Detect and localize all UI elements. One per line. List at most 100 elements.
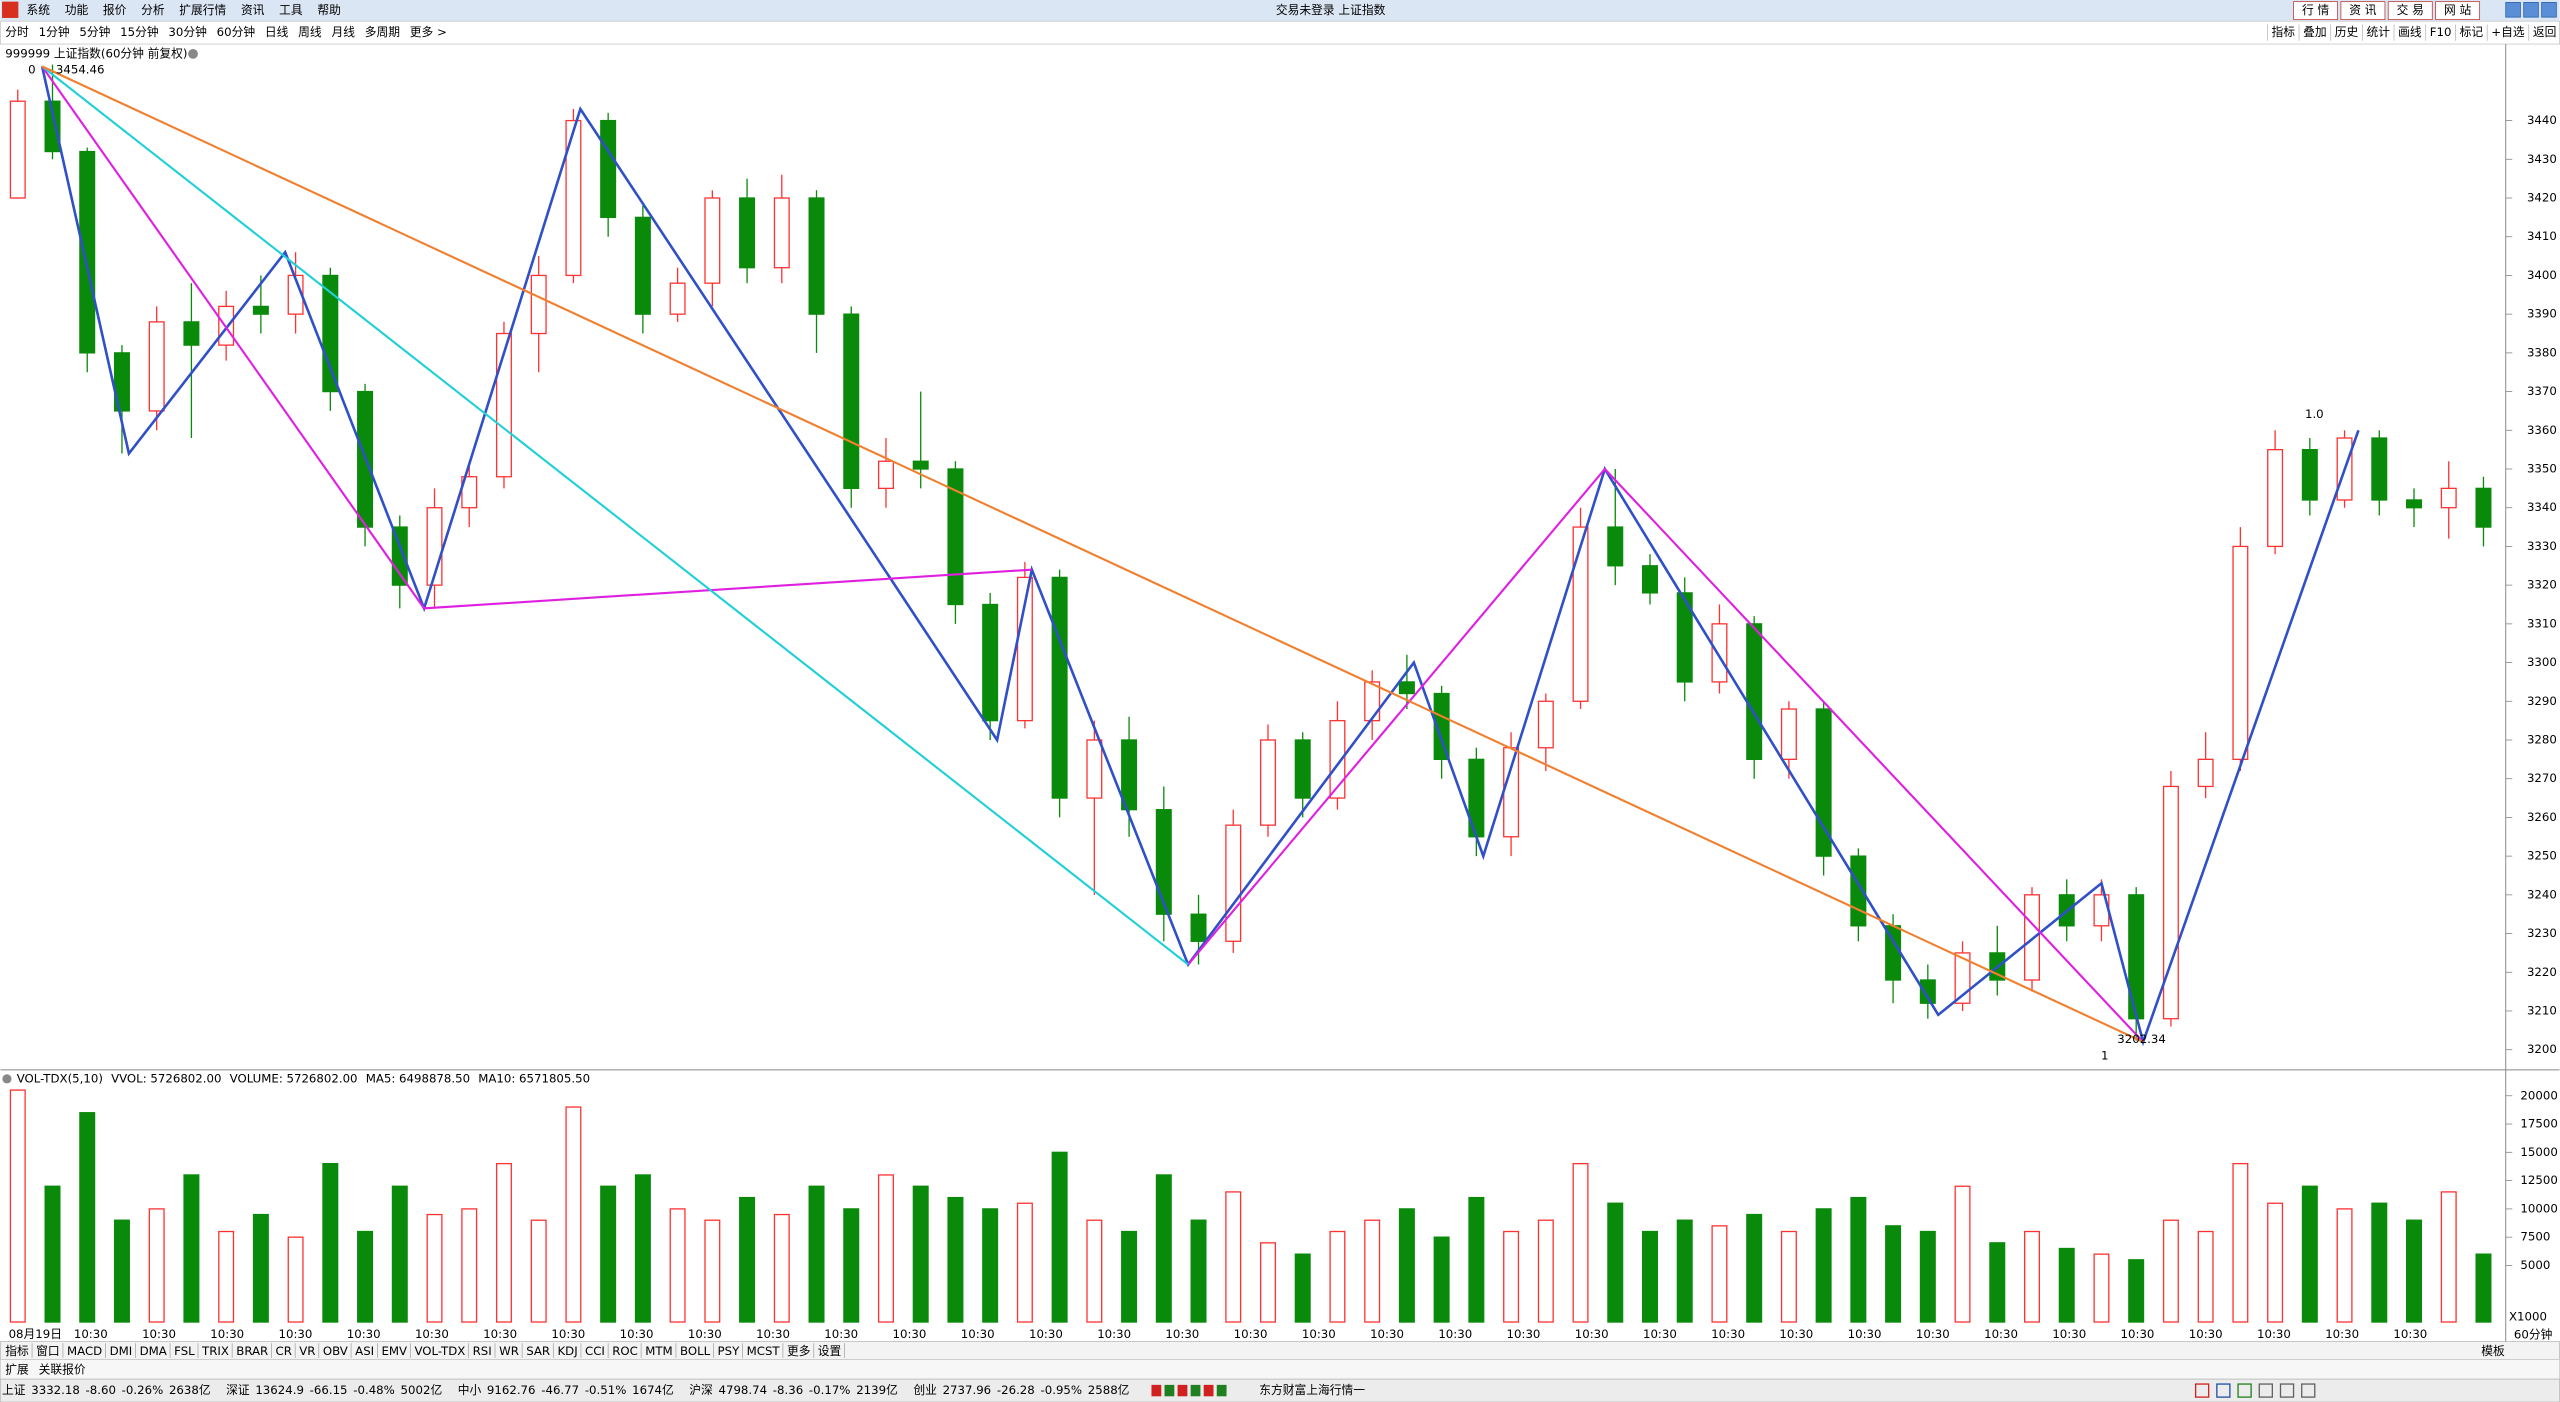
candle-body	[877, 460, 894, 490]
x-tick-label: 10:30	[142, 1327, 176, 1341]
top-button-label[interactable]: 网 站	[2444, 3, 2471, 17]
indicator-tab[interactable]: 更多	[787, 1344, 811, 1358]
trend-line	[40, 66, 2360, 1047]
indicator-tab[interactable]: BRAR	[236, 1344, 268, 1358]
y-tick-label: 3240	[2527, 887, 2557, 901]
tool-button[interactable]: 标记	[2460, 25, 2484, 39]
x-tick-label: 10:30	[1302, 1327, 1336, 1341]
y-tick-label: 3320	[2527, 578, 2557, 592]
top-button[interactable]	[2340, 1, 2386, 20]
menu-item[interactable]: 资讯	[241, 3, 265, 17]
tray-icon[interactable]	[2237, 1383, 2252, 1398]
volume-bar	[2128, 1259, 2145, 1323]
candle-body	[1398, 681, 1415, 695]
tool-button[interactable]: 统计	[2366, 25, 2390, 39]
indicator-tab[interactable]: SAR	[526, 1344, 550, 1358]
window-control[interactable]	[2505, 2, 2521, 18]
indicator-tab[interactable]: DMI	[110, 1344, 133, 1358]
tray-icon[interactable]	[2216, 1383, 2231, 1398]
indicator-tab[interactable]: CR	[276, 1344, 292, 1358]
sub-tab[interactable]: 关联报价	[39, 1363, 86, 1377]
top-button-label[interactable]: 行 情	[2302, 3, 2329, 17]
top-button[interactable]	[2435, 1, 2481, 20]
tool-button[interactable]: 画线	[2398, 25, 2422, 39]
period-item[interactable]: 多周期	[365, 25, 400, 39]
period-item[interactable]: 60分钟	[217, 25, 255, 39]
menu-item[interactable]: 扩展行情	[179, 3, 226, 17]
menu-item[interactable]: 报价	[103, 3, 127, 17]
period-item[interactable]: 15分钟	[120, 25, 158, 39]
volume-bar	[1329, 1230, 1346, 1323]
status-pct: -0.95%	[1040, 1383, 1082, 1397]
period-item[interactable]: 30分钟	[168, 25, 206, 39]
indicator-tab[interactable]: RSI	[473, 1344, 492, 1358]
indicator-tab[interactable]: 窗口	[36, 1344, 60, 1358]
indicator-tab[interactable]: TRIX	[201, 1344, 229, 1358]
tab-right[interactable]: 模板	[2481, 1344, 2505, 1358]
menu-item[interactable]: 工具	[279, 3, 303, 17]
x-tick-label: 10:30	[1575, 1327, 1609, 1341]
status-name: 上证	[2, 1383, 26, 1397]
period-item[interactable]: 更多 >	[410, 25, 447, 39]
indicator-tab[interactable]: VOL-TDX	[414, 1344, 465, 1358]
chart-title: 999999 上证指数(60分钟 前复权)	[5, 46, 187, 60]
tool-button[interactable]: 历史	[2335, 25, 2359, 39]
title-icon[interactable]	[188, 48, 198, 59]
indicator-tab[interactable]: 指标	[5, 1344, 29, 1358]
tool-button[interactable]: 返回	[2533, 25, 2557, 39]
tool-button[interactable]: 叠加	[2303, 25, 2327, 39]
indicator-tab[interactable]: ASI	[355, 1344, 374, 1358]
period-item[interactable]: 5分钟	[79, 25, 110, 39]
period-item[interactable]: 日线	[265, 25, 289, 39]
volume-bar	[1850, 1196, 1867, 1323]
period-item[interactable]: 周线	[298, 25, 322, 39]
tool-button[interactable]: F10	[2430, 25, 2452, 39]
indicator-tab[interactable]: MACD	[67, 1344, 102, 1358]
volume-bar	[183, 1174, 200, 1323]
window-control[interactable]	[2523, 2, 2539, 18]
menu-item[interactable]: 分析	[141, 3, 165, 17]
indicator-tab[interactable]: OBV	[323, 1344, 348, 1358]
indicator-tab[interactable]: FSL	[174, 1344, 195, 1358]
status-pct: -0.17%	[809, 1383, 851, 1397]
indicator-tab[interactable]: WR	[499, 1344, 519, 1358]
indicator-tab[interactable]: ROC	[612, 1344, 638, 1358]
indicator-tab[interactable]: CCI	[585, 1344, 605, 1358]
indicator-tab[interactable]: KDJ	[557, 1344, 577, 1358]
tray-icon[interactable]	[2279, 1383, 2295, 1398]
tool-button[interactable]: 指标	[2271, 25, 2295, 39]
sub-tab[interactable]: 扩展	[5, 1363, 29, 1377]
indicator-tab[interactable]: VR	[299, 1344, 315, 1358]
top-button[interactable]	[2293, 1, 2339, 20]
tray-icon[interactable]	[2258, 1383, 2273, 1398]
volume-bar	[1746, 1213, 1763, 1323]
y-tick-label: 3400	[2527, 268, 2557, 282]
candle-body	[843, 313, 860, 490]
indicator-tab[interactable]: EMV	[381, 1344, 407, 1358]
top-button-label[interactable]: 交 易	[2397, 3, 2424, 17]
tray-icon[interactable]	[2301, 1383, 2316, 1398]
tray-icon[interactable]	[2194, 1383, 2210, 1398]
period-item[interactable]: 分时	[5, 25, 29, 39]
menu-item[interactable]: 系统	[27, 3, 51, 17]
menu-item[interactable]: 功能	[65, 3, 89, 17]
volume-bar	[808, 1185, 825, 1323]
indicator-tab[interactable]: PSY	[718, 1344, 741, 1358]
indicator-tab[interactable]: 设置	[818, 1344, 842, 1358]
trend-line	[1187, 467, 2144, 1043]
top-button[interactable]	[2387, 1, 2433, 20]
volume-bar	[2301, 1185, 2318, 1323]
tab-right[interactable]: 60分钟	[2514, 1328, 2552, 1342]
vol-icon[interactable]	[2, 1074, 12, 1084]
indicator-tab[interactable]: MCST	[747, 1344, 781, 1358]
period-item[interactable]: 1分钟	[39, 25, 70, 39]
top-button-label[interactable]: 资 讯	[2349, 3, 2376, 17]
indicator-tab[interactable]: MTM	[645, 1344, 672, 1358]
candle-body	[495, 332, 512, 478]
tool-button[interactable]: +自选	[2491, 25, 2525, 39]
window-control[interactable]	[2541, 2, 2557, 18]
indicator-tab[interactable]: DMA	[140, 1344, 167, 1358]
menu-item[interactable]: 帮助	[317, 3, 341, 17]
period-item[interactable]: 月线	[331, 25, 355, 39]
indicator-tab[interactable]: BOLL	[680, 1344, 711, 1358]
